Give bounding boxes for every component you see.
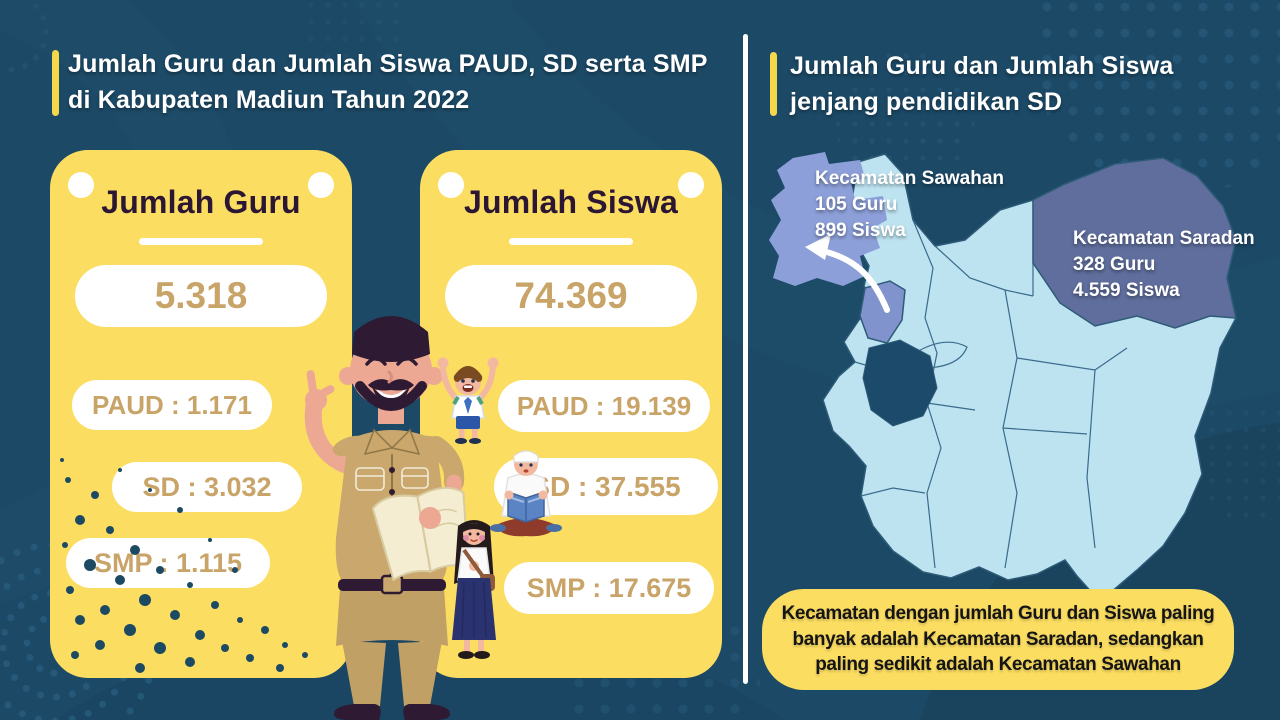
saradan-guru: 328 Guru [1073, 254, 1156, 275]
card-pin-hole [438, 172, 464, 198]
section-divider [743, 34, 748, 684]
guru-card: Jumlah Guru 5.318 PAUD : 1.171 SD : 3.03… [50, 150, 352, 678]
map-region-dark [862, 339, 938, 427]
guru-total-value: 5.318 [75, 265, 327, 327]
right-title-accent-bar [770, 52, 777, 116]
summary-note: Kecamatan dengan jumlah Guru dan Siswa p… [762, 589, 1234, 690]
sawahan-siswa: 899 Siswa [815, 220, 906, 241]
saradan-siswa: 4.559 Siswa [1073, 280, 1180, 301]
right-panel-title: Jumlah Guru dan Jumlah Siswa jenjang pen… [790, 52, 1174, 116]
siswa-smp-value: SMP : 17.675 [504, 562, 714, 614]
saradan-name: Kecamatan Saradan [1073, 228, 1255, 249]
guru-paud-value: PAUD : 1.171 [72, 380, 272, 430]
siswa-total-value: 74.369 [445, 265, 697, 327]
guru-card-title: Jumlah Guru [101, 184, 301, 220]
card-pin-hole [678, 172, 704, 198]
cheering-boy-illustration [437, 357, 499, 444]
left-title-accent-bar [52, 50, 59, 116]
map-region-sawahan [859, 280, 906, 344]
guru-sd-value: SD : 3.032 [112, 462, 302, 512]
teacher-illustration [304, 316, 470, 720]
sawahan-label: Kecamatan Sawahan 105 Guru 899 Siswa [815, 166, 1004, 244]
siswa-paud-value: PAUD : 19.139 [498, 380, 710, 432]
arrow-icon [805, 234, 890, 313]
card-pin-hole [308, 172, 334, 198]
card-underline [509, 238, 633, 245]
student-girl-illustration [452, 520, 496, 659]
card-pin-hole [68, 172, 94, 198]
card-underline [139, 238, 263, 245]
map-region-saradan [1032, 157, 1237, 329]
siswa-card-title: Jumlah Siswa [463, 184, 679, 220]
sawahan-name: Kecamatan Sawahan [815, 168, 1005, 189]
siswa-card: Jumlah Siswa 74.369 PAUD : 19.139 SD : 3… [420, 150, 722, 678]
sawahan-guru: 105 Guru [815, 194, 898, 215]
reading-boy-illustration [490, 450, 562, 537]
madiun-kecamatan-map [769, 152, 1237, 597]
sawahan-enlarged-shape [769, 152, 887, 286]
guru-smp-value: SMP : 1.115 [66, 538, 270, 588]
saradan-label: Kecamatan Saradan 328 Guru 4.559 Siswa [1073, 226, 1255, 304]
left-panel-title: Jumlah Guru dan Jumlah Siswa PAUD, SD se… [68, 50, 708, 114]
